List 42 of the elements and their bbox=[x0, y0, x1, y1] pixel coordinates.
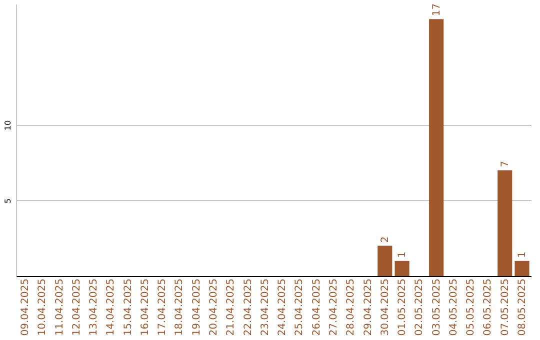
x-tick-label: 25.04.2025 bbox=[294, 278, 306, 336]
x-tick-label: 18.04.2025 bbox=[174, 278, 186, 336]
x-tick-label: 28.04.2025 bbox=[346, 278, 357, 336]
x-tick-label: 09.04.2025 bbox=[20, 278, 31, 336]
x-tick-label: 10.04.2025 bbox=[37, 278, 48, 336]
data-label: 1 bbox=[517, 252, 528, 258]
y-tick-label: 10 bbox=[4, 120, 12, 130]
x-tick-label: 08.05.2025 bbox=[517, 278, 528, 336]
x-tick-label: 01.05.2025 bbox=[397, 278, 408, 336]
x-tick-label: 04.05.2025 bbox=[448, 278, 460, 336]
bar bbox=[514, 260, 530, 276]
y-tick-label: 5 bbox=[4, 198, 12, 204]
x-tick-label: 11.04.2025 bbox=[54, 278, 66, 336]
x-tick-label: 13.04.2025 bbox=[88, 278, 100, 336]
x-tick-label: 20.04.2025 bbox=[208, 278, 220, 336]
x-tick-label: 24.04.2025 bbox=[277, 278, 288, 336]
x-tick-label: 03.05.2025 bbox=[431, 278, 442, 336]
data-label: 17 bbox=[431, 3, 442, 16]
x-tick-label: 14.04.2025 bbox=[106, 278, 117, 336]
x-tick-label: 21.04.2025 bbox=[226, 278, 237, 336]
x-tick-label: 07.05.2025 bbox=[500, 278, 511, 336]
x-tick-label: 19.04.2025 bbox=[191, 278, 202, 336]
data-label: 2 bbox=[380, 236, 391, 243]
x-tick-label: 26.04.2025 bbox=[311, 278, 322, 336]
bar bbox=[498, 170, 512, 276]
x-tick-label: 23.04.2025 bbox=[260, 278, 271, 336]
x-tick-label: 22.04.2025 bbox=[242, 278, 254, 336]
x-tick-label: 17.04.2025 bbox=[157, 278, 168, 336]
x-tick-label: 27.04.2025 bbox=[328, 278, 340, 336]
x-tick-label: 02.05.2025 bbox=[414, 278, 426, 336]
x-tick-label: 05.05.2025 bbox=[466, 278, 477, 336]
x-tick-label: 30.04.2025 bbox=[380, 278, 391, 336]
x-tick-label: 12.04.2025 bbox=[71, 278, 82, 336]
x-tick-label: 16.04.2025 bbox=[140, 278, 151, 336]
bar bbox=[394, 260, 410, 276]
bar bbox=[378, 246, 392, 276]
data-label: 1 bbox=[397, 252, 408, 258]
data-label: 7 bbox=[500, 160, 511, 168]
x-tick-label: 06.05.2025 bbox=[482, 278, 494, 336]
x-tick-label: 15.04.2025 bbox=[122, 278, 134, 336]
x-tick-label: 29.04.2025 bbox=[362, 278, 374, 336]
bar bbox=[429, 19, 444, 276]
